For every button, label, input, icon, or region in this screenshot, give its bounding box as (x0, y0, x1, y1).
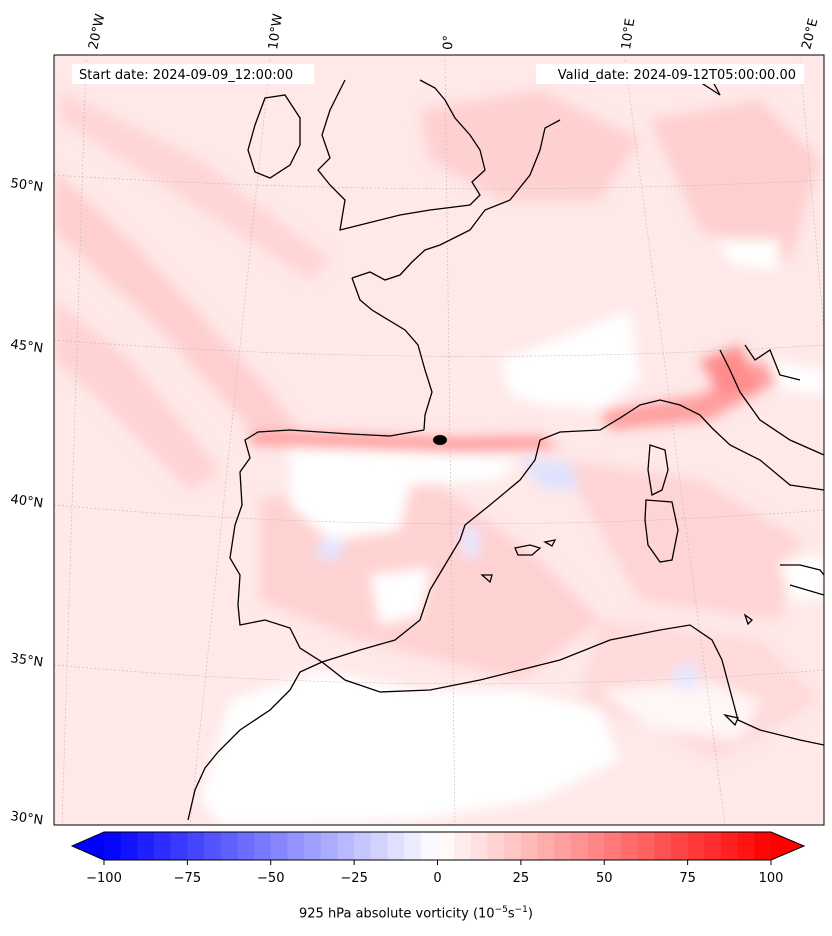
colorbar-cell (720, 832, 739, 860)
graticule (54, 59, 824, 825)
colorbar-cell (204, 832, 222, 860)
colorbar-tick-label: −100 (86, 871, 122, 886)
colorbar-title-end: ) (527, 906, 533, 922)
map-frame (53, 54, 825, 826)
colorbar-cell (504, 832, 522, 860)
colorbar-tick-label: −25 (340, 871, 367, 886)
colorbar-cell (354, 832, 372, 860)
lat-label-35n: 35°N (9, 651, 44, 670)
colorbar-cell (287, 832, 305, 860)
colorbar: −100 −75 −50 −25 0 25 50 75 100 (70, 831, 806, 886)
colorbar-cell (687, 832, 705, 860)
colorbar-cell (570, 832, 589, 860)
colorbar-tick-label: 0 (433, 871, 441, 886)
colorbar-cell (654, 832, 672, 860)
colorbar-cell (470, 832, 489, 860)
colorbar-cell (537, 832, 555, 860)
colorbar-cell (404, 832, 422, 860)
colorbar-cell (304, 832, 322, 860)
colorbar-cell (587, 832, 605, 860)
colorbar-cell (187, 832, 205, 860)
colorbar-tick-label: −75 (174, 871, 201, 886)
colorbar-cell (220, 832, 239, 860)
start-date-box (72, 64, 314, 84)
lat-label-30n: 30°N (9, 809, 44, 828)
colorbar-cell (254, 832, 272, 860)
colorbar-cell (170, 832, 188, 860)
colorbar-cells (104, 832, 772, 860)
vorticity-field (54, 55, 824, 825)
colorbar-tick-label: 25 (513, 871, 530, 886)
location-marker (433, 435, 447, 445)
colorbar-tick-label: 75 (679, 871, 696, 886)
colorbar-title-exp1: −5 (494, 905, 508, 915)
colorbar-cell (487, 832, 505, 860)
lat-label-45n: 45°N (9, 337, 44, 356)
coastlines (187, 69, 824, 821)
colorbar-cell (270, 832, 289, 860)
lat-label-50n: 50°N (9, 176, 44, 195)
colorbar-cell (637, 832, 655, 860)
vorticity-shading (54, 90, 824, 825)
colorbar-tick-label: −50 (257, 871, 284, 886)
colorbar-cell (420, 832, 439, 860)
colorbar-cell (454, 832, 472, 860)
colorbar-cell (670, 832, 689, 860)
start-date-text: Start date: 2024-09-09_12:00:00 (79, 68, 293, 83)
colorbar-cell (120, 832, 138, 860)
lat-label-40n: 40°N (9, 492, 44, 511)
colorbar-title: 925 hPa absolute vorticity (10−5s−1) (0, 905, 832, 921)
lon-label-20w: 20°W (86, 12, 108, 50)
lon-label-20e: 20°E (799, 17, 821, 51)
colorbar-cell (437, 832, 455, 860)
colorbar-cell (104, 832, 122, 860)
lon-label-0: 0° (441, 35, 457, 50)
lat-labels: 50°N 45°N 40°N 35°N 30°N (9, 176, 44, 828)
colorbar-ticks: −100 −75 −50 −25 0 25 50 75 100 (86, 860, 783, 886)
colorbar-cell (620, 832, 639, 860)
lon-label-10e: 10°E (619, 18, 638, 51)
colorbar-cell (370, 832, 389, 860)
colorbar-cell (754, 832, 772, 860)
colorbar-tick-label: 50 (596, 871, 613, 886)
colorbar-cell (387, 832, 405, 860)
colorbar-cell (520, 832, 539, 860)
colorbar-high-extend (771, 832, 804, 860)
colorbar-cell (337, 832, 355, 860)
colorbar-cell (704, 832, 722, 860)
valid-date-box (536, 64, 804, 84)
colorbar-cell (554, 832, 572, 860)
colorbar-cell (137, 832, 155, 860)
colorbar-cell (737, 832, 755, 860)
colorbar-cell (154, 832, 172, 860)
colorbar-title-text: 925 hPa absolute vorticity (10 (299, 906, 495, 922)
colorbar-cell (237, 832, 255, 860)
colorbar-tick-label: 100 (759, 871, 784, 886)
lon-label-10w: 10°W (266, 13, 286, 51)
colorbar-title-exp2: −1 (514, 905, 528, 915)
colorbar-cell (320, 832, 339, 860)
colorbar-title-mid: s (507, 906, 515, 922)
valid-date-text: Valid_date: 2024-09-12T05:00:00.00 (558, 68, 796, 83)
lon-labels: 20°W 10°W 0° 10°E 20°E (86, 12, 821, 51)
colorbar-cell (604, 832, 622, 860)
colorbar-low-extend (72, 832, 104, 860)
